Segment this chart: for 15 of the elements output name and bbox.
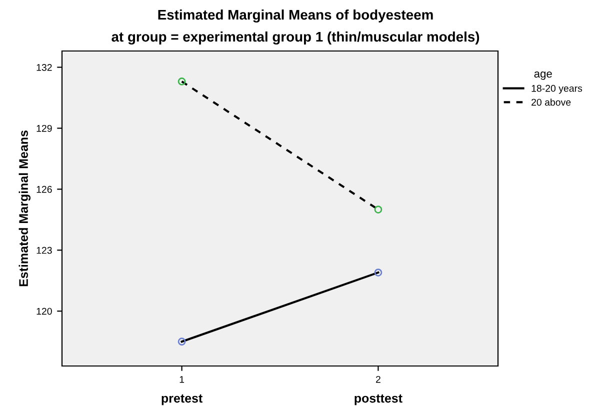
chart-subtitle: at group = experimental group 1 (thin/muscular models) xyxy=(112,31,480,45)
x-tick-label: 2 xyxy=(376,376,380,383)
y-tick-label: 132 xyxy=(36,64,52,71)
y-tick-label: 120 xyxy=(36,308,52,315)
legend-label: 20 above xyxy=(532,98,571,106)
text: pretest xyxy=(162,394,202,406)
text: posttest xyxy=(354,394,402,406)
y-tick-label: 123 xyxy=(36,246,52,254)
legend-label: 18-20 years xyxy=(532,84,582,94)
chart-title: Estimated Marginal Means of bodyesteem xyxy=(158,9,433,23)
legend-title: age xyxy=(534,72,552,80)
x-tick-label: 1 xyxy=(180,376,184,383)
y-tick-label: 126 xyxy=(36,186,52,193)
y-axis-title: Estimated Marginal Means xyxy=(18,130,31,286)
y-tick-label: 129 xyxy=(36,124,52,132)
